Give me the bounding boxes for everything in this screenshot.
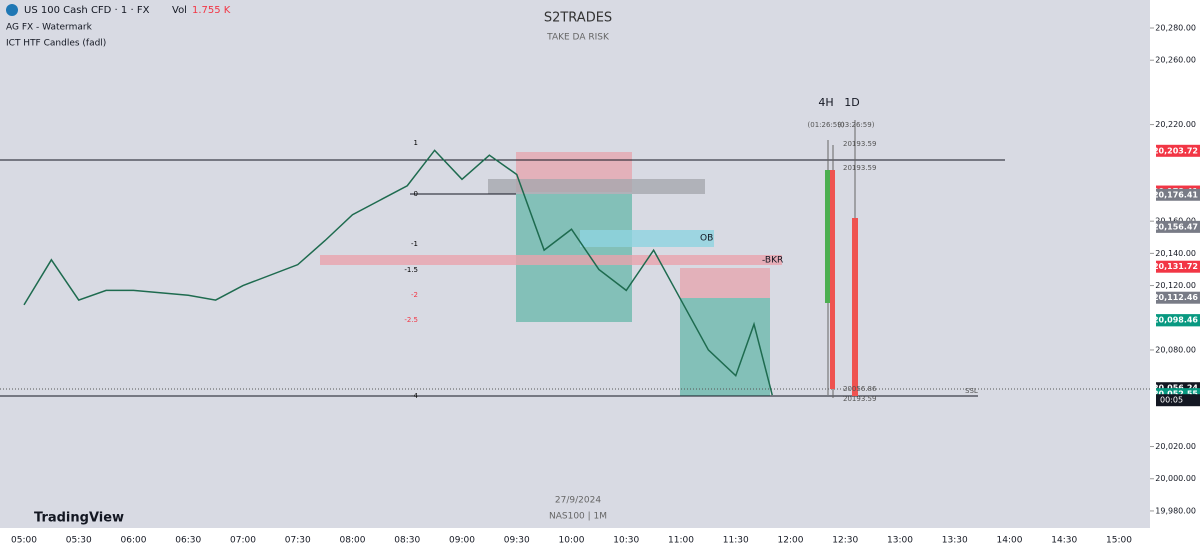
x-tick-label: 14:00 (997, 536, 1023, 546)
fib-label: -1 (411, 240, 418, 248)
y-tick-label: 20,000.00 (1155, 474, 1196, 483)
x-tick-label: 12:00 (778, 536, 804, 546)
price-tag (1156, 188, 1200, 201)
x-tick-label: 13:00 (887, 536, 913, 546)
price-tag-label: 20,052.55 (1153, 390, 1198, 399)
x-tick-label: 11:30 (723, 536, 749, 546)
zone (680, 268, 770, 298)
indicator: AG FX - Watermark (6, 23, 93, 33)
price-tag (1156, 291, 1200, 304)
ob-zone (580, 230, 714, 247)
x-tick-label: 10:30 (613, 536, 639, 546)
price-tag-label: 20,112.46 (1153, 293, 1198, 302)
brand: TradingView (34, 511, 124, 526)
zone (488, 179, 705, 194)
fib-label: -2 (411, 291, 418, 299)
price-tag (1156, 260, 1200, 273)
x-tick-label: 09:30 (504, 536, 530, 546)
price-tag-label: 20,203.72 (1153, 146, 1198, 155)
htf-timer: (01:26:59) (808, 121, 845, 129)
time-axis (0, 528, 1150, 548)
x-tick-label: 10:00 (559, 536, 585, 546)
x-tick-label: 06:30 (175, 536, 201, 546)
countdown-bg (1156, 394, 1200, 407)
x-tick-label: 13:30 (942, 536, 968, 546)
zone (680, 298, 770, 396)
x-tick-label: 08:00 (340, 536, 366, 546)
fib-label: 0 (414, 190, 418, 198)
fib-label: 1 (414, 139, 418, 147)
indicator: ICT HTF Candles (fadl) (6, 39, 106, 49)
x-tick-label: 11:00 (668, 536, 694, 546)
htf-candle (852, 218, 858, 396)
price-tag-label: 20,176.41 (1153, 190, 1198, 199)
htf-level: 20056.86 (843, 385, 877, 393)
symbol-icon (6, 4, 18, 16)
wm-title: S2TRADES (544, 11, 612, 26)
bkr-label: -BKR (762, 256, 783, 266)
x-tick-label: 14:30 (1051, 536, 1077, 546)
y-tick-label: 20,120.00 (1155, 281, 1196, 290)
wm-symbol: NAS100 | 1M (549, 512, 607, 522)
price-tag-label: 20,131.72 (1153, 262, 1198, 271)
ob-label: OB (700, 234, 713, 244)
htf-timer: (03:26:59) (838, 121, 875, 129)
x-tick-label: 12:30 (832, 536, 858, 546)
price-axis (1150, 0, 1200, 548)
fib-label: -1.5 (404, 266, 418, 274)
countdown: 00:05 (1160, 396, 1183, 405)
x-tick-label: 06:00 (121, 536, 147, 546)
x-tick-label: 09:00 (449, 536, 475, 546)
bkr-zone (320, 255, 782, 265)
y-tick-label: 20,220.00 (1155, 120, 1196, 129)
fib-label: -4 (411, 392, 419, 400)
y-tick-label: 20,280.00 (1155, 24, 1196, 33)
y-tick-label: 19,980.00 (1155, 506, 1196, 515)
htf-label: 4H (818, 96, 833, 109)
htf-level: 20193.59 (843, 140, 876, 148)
wm-subtitle: TAKE DA RISK (546, 33, 610, 43)
y-tick-label: 20,140.00 (1155, 249, 1196, 258)
x-tick-label: 07:30 (285, 536, 311, 546)
x-tick-label: 05:30 (66, 536, 92, 546)
fib-label: -2.5 (404, 316, 418, 324)
y-tick-label: 20,020.00 (1155, 442, 1196, 451)
htf-candle (825, 170, 831, 303)
price-tag-label: 20,156.47 (1153, 222, 1198, 231)
x-tick-label: 15:00 (1106, 536, 1132, 546)
vol-label: Vol (172, 5, 187, 16)
y-tick-label: 20,260.00 (1155, 56, 1196, 65)
wm-date: 27/9/2024 (555, 496, 601, 506)
vol-value: 1.755 K (192, 5, 231, 16)
htf-label: 1D (844, 96, 859, 109)
price-tag-label: 20,098.46 (1153, 316, 1198, 325)
htf-level: 20193.59 (843, 164, 876, 172)
symbol: US 100 Cash CFD · 1 · FX (24, 5, 150, 16)
htf-candle (830, 170, 835, 389)
y-tick-label: 20,080.00 (1155, 345, 1196, 354)
price-tag (1156, 144, 1200, 157)
x-tick-label: 05:00 (11, 536, 37, 546)
x-tick-label: 07:00 (230, 536, 256, 546)
price-tag (1156, 314, 1200, 327)
price-tag (1156, 220, 1200, 233)
ssl-label: SSL (965, 387, 978, 395)
htf-level: 20193.59 (843, 395, 876, 403)
x-tick-label: 08:30 (394, 536, 420, 546)
price-line (23, 149, 773, 396)
